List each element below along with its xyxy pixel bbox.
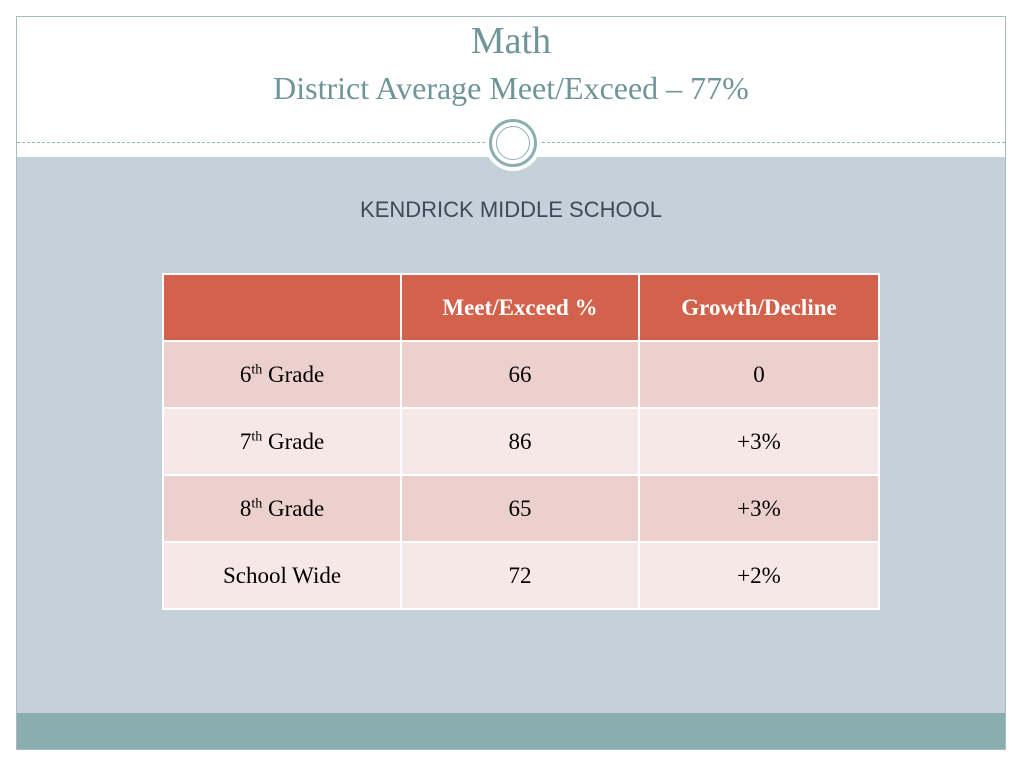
table-header-row: Meet/Exceed % Growth/Decline xyxy=(162,273,880,342)
results-table: Meet/Exceed % Growth/Decline 6th Grade 6… xyxy=(162,273,880,610)
grade-word: Grade xyxy=(267,361,325,387)
slide-title: Math xyxy=(470,20,552,62)
meet-exceed-cell: 66 xyxy=(400,340,640,409)
grade-word: Grade xyxy=(267,428,325,454)
row-label: 7th Grade xyxy=(162,407,402,476)
meet-exceed-cell: 65 xyxy=(400,474,640,543)
grade-suffix: th xyxy=(251,361,263,377)
grade-number: 6 xyxy=(239,361,252,387)
growth-cell: +3% xyxy=(638,407,880,476)
grade-number: 7 xyxy=(239,428,252,454)
grade-suffix: th xyxy=(251,428,263,444)
meet-exceed-cell: 86 xyxy=(400,407,640,476)
header-meet-exceed: Meet/Exceed % xyxy=(400,273,640,342)
grade-word: Grade xyxy=(267,495,325,521)
ring-outer-circle xyxy=(489,119,537,167)
double-ring-icon xyxy=(485,115,541,171)
slide-subtitle: District Average Meet/Exceed – 77% xyxy=(273,70,749,106)
table-row: 6th Grade 66 0 xyxy=(162,340,880,409)
header-growth-decline: Growth/Decline xyxy=(638,273,880,342)
school-heading: KENDRICK MIDDLE SCHOOL xyxy=(360,197,662,222)
grade-number: 8 xyxy=(239,495,252,521)
grade-suffix: th xyxy=(251,495,263,511)
table-row: 7th Grade 86 +3% xyxy=(162,407,880,476)
meet-exceed-cell: 72 xyxy=(400,541,640,610)
footer-bar xyxy=(17,713,1005,749)
growth-cell: +2% xyxy=(638,541,880,610)
row-label: School Wide xyxy=(162,541,402,610)
table-row: School Wide 72 +2% xyxy=(162,541,880,610)
header-empty xyxy=(162,273,402,342)
ring-inner-circle xyxy=(496,126,530,160)
row-label: 6th Grade xyxy=(162,340,402,409)
growth-cell: 0 xyxy=(638,340,880,409)
row-label: 8th Grade xyxy=(162,474,402,543)
slide: Math District Average Meet/Exceed – 77% … xyxy=(16,16,1006,750)
growth-cell: +3% xyxy=(638,474,880,543)
table-row: 8th Grade 65 +3% xyxy=(162,474,880,543)
